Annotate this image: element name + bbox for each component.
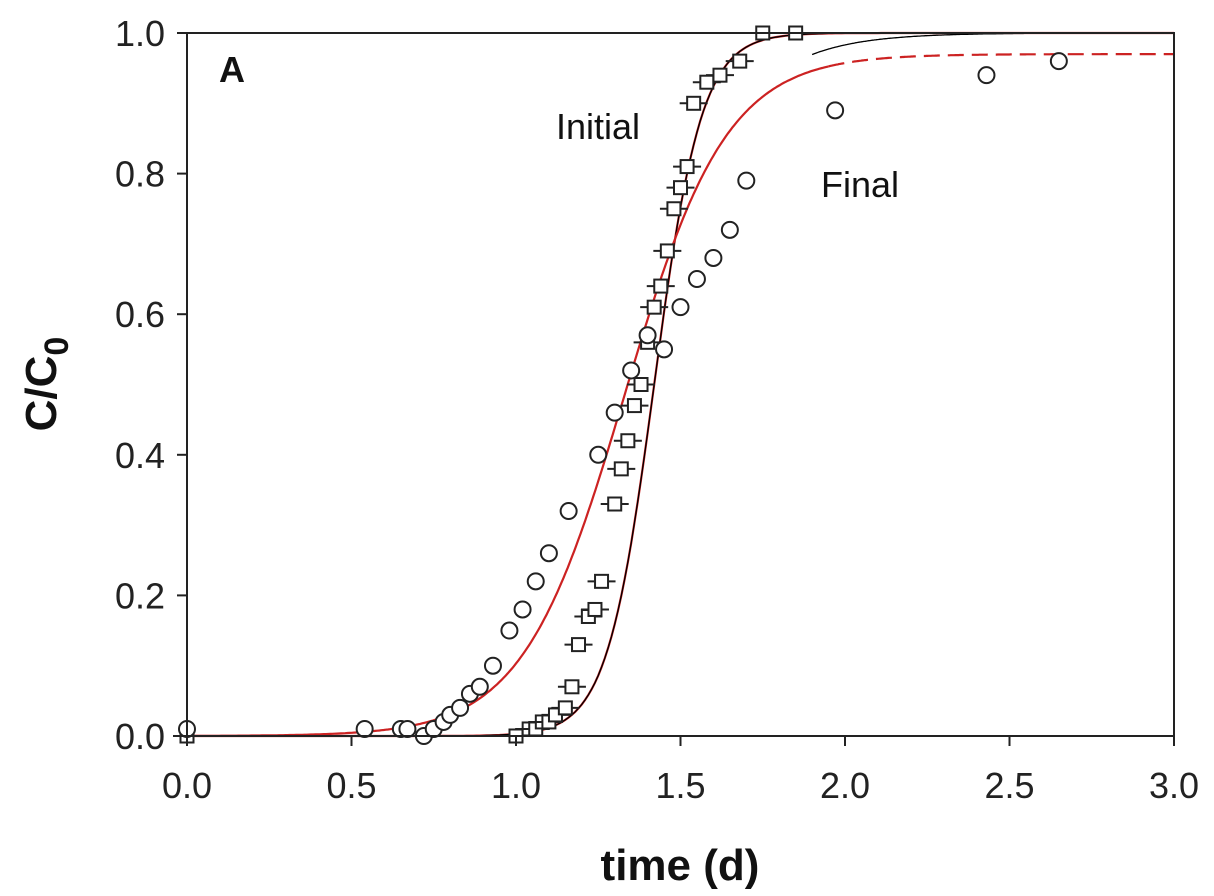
series-0-point-17 <box>633 377 649 392</box>
series-1-point-10 <box>470 677 489 696</box>
y-axis-title: C/C0 <box>17 337 76 432</box>
fit-curve-4 <box>811 32 1174 56</box>
series-0-point-26 <box>699 74 715 90</box>
series-1-point-8 <box>451 698 470 717</box>
series-1-point-14 <box>526 572 545 591</box>
y-tick-label-3: 0.6 <box>115 294 165 335</box>
series-1-point-19 <box>622 361 641 380</box>
series-1-point-18 <box>605 403 624 422</box>
series-1-point-26 <box>737 171 756 190</box>
x-tick-label-0: 0.0 <box>162 765 212 806</box>
series-1-point-11 <box>483 656 502 675</box>
series-1-point-22 <box>671 298 690 317</box>
fit-curve-0 <box>187 31 1174 738</box>
series-1-point-28 <box>977 66 996 85</box>
fit-curves <box>187 31 1174 738</box>
series-0-point-23 <box>673 180 688 196</box>
y-tick-label-1: 0.2 <box>115 575 165 616</box>
data-markers <box>173 25 1068 745</box>
x-tick-label-1: 0.5 <box>326 765 376 806</box>
series-0-point-9 <box>571 637 587 653</box>
series-0-point-11 <box>587 601 603 617</box>
series-1-point-17 <box>589 445 608 464</box>
series-1-point-23 <box>687 270 706 289</box>
series-1-point-21 <box>655 340 674 359</box>
series-0-point-24 <box>679 159 695 175</box>
series-1-point-16 <box>559 502 578 521</box>
x-tick-label-3: 1.5 <box>655 765 705 806</box>
x-tick-label-5: 2.5 <box>984 765 1034 806</box>
y-axis-title-subscript: 0 <box>38 337 76 356</box>
series-0-point-13 <box>607 496 623 512</box>
series-1-point-12 <box>500 621 519 640</box>
series-0-point-7 <box>557 700 573 716</box>
series-1-point-20 <box>638 326 657 345</box>
y-tick-label-5: 1.0 <box>115 13 165 54</box>
series-0-point-20 <box>653 278 669 294</box>
series-1-point-3 <box>398 719 417 738</box>
series-0-point-27 <box>712 67 728 83</box>
series-1-point-29 <box>1049 52 1068 71</box>
series-0-point-19 <box>646 299 662 315</box>
axis-ticks: 0.0 0.5 1.0 1.5 2.0 2.5 3.0 0.0 0.2 0.4 0.6 0.8 1.0 <box>115 13 1199 806</box>
series-0-point-21 <box>659 243 675 259</box>
series-0-point-22 <box>666 201 682 217</box>
series-0-point-12 <box>594 573 610 589</box>
panel-label: A <box>219 49 245 90</box>
series-0-point-16 <box>626 398 642 414</box>
series-1-point-1 <box>355 719 374 738</box>
series-1-point-25 <box>720 220 739 239</box>
series-0-point-15 <box>620 433 636 449</box>
series-1-point-24 <box>704 248 723 267</box>
series-0-point-25 <box>686 95 702 111</box>
series-1-point-27 <box>826 101 845 120</box>
x-axis-title: time (d) <box>601 841 760 890</box>
annotation-initial: Initial <box>556 106 640 147</box>
series-1-point-15 <box>539 544 558 563</box>
y-axis-title-main: C/C <box>17 356 66 432</box>
plot-frame <box>186 32 1175 737</box>
x-tick-label-4: 2.0 <box>820 765 870 806</box>
series-0-point-8 <box>564 679 580 695</box>
y-tick-label-4: 0.8 <box>115 154 165 195</box>
x-tick-label-6: 3.0 <box>1149 765 1199 806</box>
series-0-point-14 <box>613 461 629 477</box>
y-tick-label-2: 0.4 <box>115 435 165 476</box>
series-1-point-13 <box>513 600 532 619</box>
x-tick-label-2: 1.0 <box>491 765 541 806</box>
series-0-point-28 <box>732 53 748 69</box>
fit-curve-1 <box>187 32 1174 737</box>
y-tick-label-0: 0.0 <box>115 716 165 757</box>
annotation-final: Final <box>821 164 899 205</box>
fit-curve-3 <box>828 53 1174 68</box>
